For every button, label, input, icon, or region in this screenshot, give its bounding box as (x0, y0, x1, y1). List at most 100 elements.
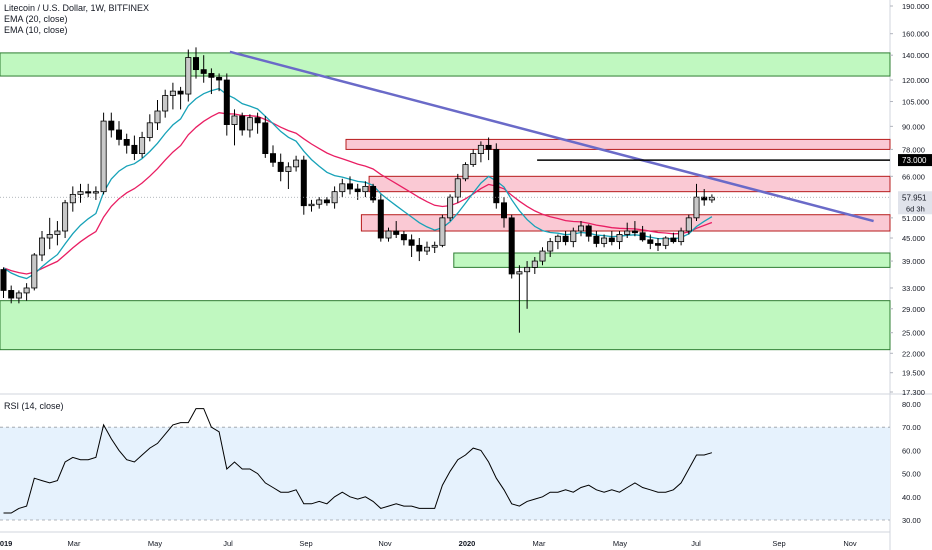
rsi-tick-1: 70.00 (902, 423, 921, 432)
price-tick-14: 22.000 (902, 349, 925, 358)
candle-body-34 (262, 122, 269, 154)
candle-body-71 (547, 241, 554, 252)
candle-body-28 (216, 76, 223, 81)
candle-body-36 (277, 161, 284, 172)
candle-body-77 (593, 235, 600, 244)
candle-body-61 (470, 153, 477, 165)
candle-body-9 (69, 193, 76, 204)
candle-body-85 (655, 243, 662, 246)
level-label-text: 73.000 (902, 156, 927, 165)
price-tick-0: 190.000 (902, 2, 929, 11)
price-tick-8: 51.000 (902, 214, 925, 223)
time-tick-6: 2020 (459, 539, 476, 548)
candle-body-89 (685, 217, 692, 232)
candle-body-80 (616, 234, 623, 243)
candle-body-69 (531, 260, 538, 268)
candle-body-41 (316, 199, 323, 205)
candle-body-54 (416, 244, 423, 252)
price-tick-10: 39.000 (902, 257, 925, 266)
candle-body-24 (185, 57, 192, 95)
candle-body-51 (393, 230, 400, 235)
candle-body-38 (293, 159, 300, 168)
resistance-zone-4 (368, 175, 891, 193)
time-tick-9: Jul (691, 539, 701, 548)
candle-body-31 (239, 115, 246, 131)
legend-ema10: EMA (10, close) (4, 25, 68, 35)
candle-body-72 (554, 235, 561, 243)
candle-body-46 (354, 188, 361, 193)
candle-body-82 (631, 230, 638, 234)
candle-body-4 (31, 254, 38, 289)
candles-group (0, 47, 715, 333)
candle-body-26 (200, 69, 207, 74)
candle-body-13 (100, 120, 107, 193)
candle-body-42 (323, 199, 330, 204)
candle-body-2 (15, 292, 22, 299)
support-zone-2 (453, 252, 891, 268)
candle-body-83 (639, 232, 646, 241)
time-tick-8: May (613, 539, 627, 548)
resistance-zone-3 (345, 138, 891, 150)
candle-body-43 (331, 191, 338, 204)
price-tick-4: 105.000 (902, 98, 929, 107)
candle-body-21 (162, 95, 169, 112)
candle-body-86 (662, 237, 669, 246)
candle-body-68 (524, 266, 531, 273)
resistance-zone-5 (360, 214, 891, 232)
candle-body-65 (500, 202, 507, 219)
candle-body-6 (46, 234, 53, 239)
price-tick-13: 25.000 (902, 329, 925, 338)
candle-body-63 (485, 144, 492, 150)
candle-body-30 (231, 115, 238, 125)
ema20-line (3, 112, 713, 275)
time-tick-7: Mar (533, 539, 546, 548)
candle-body-8 (62, 202, 69, 232)
price-tick-5: 90.000 (902, 122, 925, 131)
price-tick-15: 19.500 (902, 369, 925, 378)
candle-body-92 (708, 196, 715, 201)
candle-body-25 (192, 57, 199, 71)
legend-ema20: EMA (20, close) (4, 14, 68, 24)
ema10-line (3, 87, 713, 280)
price-tick-16: 17.300 (902, 388, 925, 397)
candle-body-88 (678, 230, 685, 243)
candle-body-35 (269, 153, 276, 163)
price-tick-12: 29.000 (902, 305, 925, 314)
candle-body-50 (385, 230, 392, 239)
time-tick-5: Nov (378, 539, 392, 548)
candle-body-59 (454, 178, 461, 198)
price-tick-3: 120.000 (902, 76, 929, 85)
current-price-box (898, 191, 932, 215)
level-label-box (898, 154, 932, 167)
candle-body-33 (254, 117, 261, 124)
candle-body-37 (285, 166, 292, 172)
candle-body-32 (246, 117, 253, 131)
rsi-tick-2: 60.00 (902, 446, 921, 455)
price-tick-7: 66.000 (902, 172, 925, 181)
candle-body-29 (223, 79, 230, 125)
candle-body-60 (462, 164, 469, 180)
candle-body-45 (346, 183, 353, 190)
candle-body-91 (701, 196, 708, 201)
time-tick-1: Mar (68, 539, 81, 548)
candle-body-62 (477, 144, 484, 154)
chart-legend: Litecoin / U.S. Dollar, 1W, BITFINEX EMA… (4, 3, 149, 36)
time-tick-11: Nov (843, 539, 857, 548)
candle-body-76 (585, 225, 592, 237)
candle-body-75 (578, 225, 585, 232)
candle-body-49 (377, 199, 384, 239)
candle-body-15 (116, 129, 123, 140)
candle-body-20 (154, 110, 161, 124)
time-tick-4: Sep (299, 539, 312, 548)
price-tick-1: 160.000 (902, 30, 929, 39)
candle-body-57 (439, 217, 446, 246)
candle-body-53 (408, 239, 415, 246)
candle-body-70 (539, 250, 546, 262)
candle-body-64 (493, 149, 500, 204)
candle-body-22 (169, 90, 176, 96)
candle-body-87 (670, 237, 677, 243)
candle-body-12 (92, 191, 99, 194)
candle-body-56 (431, 244, 438, 248)
